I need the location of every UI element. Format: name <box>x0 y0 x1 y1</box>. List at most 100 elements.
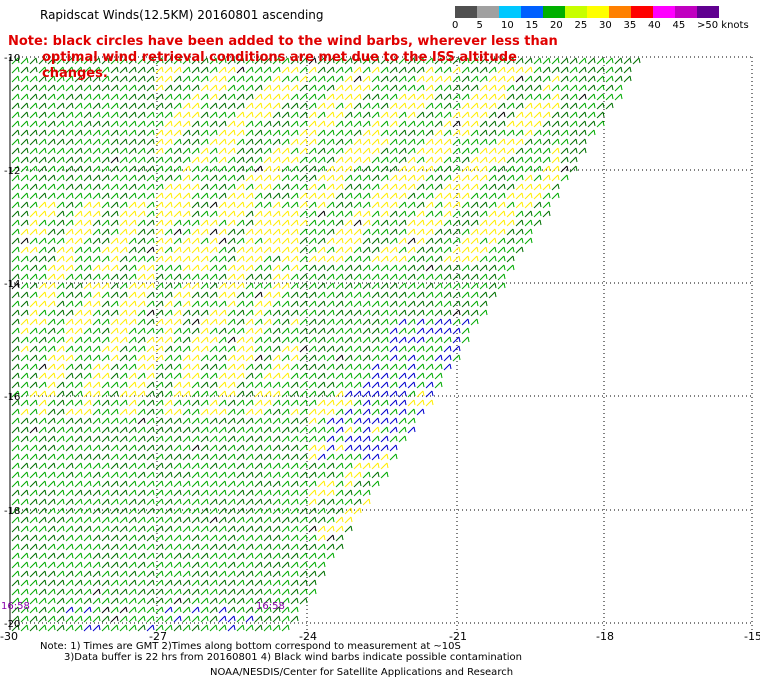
wind-barb <box>290 435 299 443</box>
wind-barb <box>425 237 434 245</box>
wind-barb <box>83 309 92 317</box>
wind-barb <box>299 147 308 155</box>
wind-barb <box>245 570 254 578</box>
wind-barb <box>200 282 209 290</box>
wind-barb <box>497 237 506 245</box>
wind-barb <box>56 228 65 236</box>
wind-barb <box>200 120 209 128</box>
wind-barb <box>308 444 317 452</box>
wind-barb <box>155 156 164 164</box>
wind-barb <box>128 84 137 92</box>
wind-barb <box>128 210 137 218</box>
wind-barb <box>56 543 65 551</box>
wind-barb <box>227 192 236 200</box>
wind-barb <box>110 228 119 236</box>
wind-barb <box>209 93 218 101</box>
wind-barb <box>497 210 506 218</box>
wind-barb <box>488 264 497 272</box>
wind-barb <box>38 624 47 632</box>
wind-barb <box>524 84 533 92</box>
wind-barb <box>389 147 398 155</box>
wind-barb <box>398 318 407 326</box>
wind-barb <box>371 111 380 119</box>
wind-barb <box>47 399 56 407</box>
wind-barb <box>218 444 227 452</box>
wind-barb <box>434 174 443 182</box>
wind-barb <box>128 552 137 560</box>
wind-barb <box>209 309 218 317</box>
wind-barb <box>155 111 164 119</box>
wind-barb <box>335 102 344 110</box>
wind-barb <box>92 345 101 353</box>
wind-barb <box>407 174 416 182</box>
wind-barb <box>236 543 245 551</box>
wind-barb <box>254 417 263 425</box>
wind-barb <box>20 408 29 416</box>
wind-barb <box>209 489 218 497</box>
wind-barb <box>524 210 533 218</box>
wind-barb <box>155 435 164 443</box>
wind-barb <box>137 507 146 515</box>
wind-barb <box>398 300 407 308</box>
wind-barb <box>344 201 353 209</box>
wind-barb <box>200 471 209 479</box>
wind-barb <box>191 255 200 263</box>
wind-barb <box>227 579 236 587</box>
wind-barb <box>110 66 119 74</box>
wind-barb <box>272 624 281 632</box>
wind-barb <box>371 192 380 200</box>
wind-barb <box>11 561 20 569</box>
wind-barb <box>101 489 110 497</box>
wind-barb <box>101 264 110 272</box>
wind-barb <box>128 408 137 416</box>
wind-barb <box>326 480 335 488</box>
wind-barb <box>119 192 128 200</box>
wind-barb <box>263 129 272 137</box>
wind-barb <box>272 552 281 560</box>
wind-barb <box>164 147 173 155</box>
wind-barb <box>74 435 83 443</box>
wind-barb <box>551 138 560 146</box>
wind-barb <box>92 138 101 146</box>
wind-barb <box>281 210 290 218</box>
wind-barb <box>146 129 155 137</box>
wind-barb <box>362 399 371 407</box>
wind-barb <box>209 543 218 551</box>
wind-barb <box>20 120 29 128</box>
wind-barb <box>569 120 578 128</box>
wind-barb <box>128 165 137 173</box>
wind-barb <box>218 129 227 137</box>
wind-barb <box>128 579 137 587</box>
wind-barb <box>119 552 128 560</box>
wind-barb <box>155 381 164 389</box>
wind-barb <box>443 273 452 281</box>
wind-barb <box>434 381 443 389</box>
wind-barb <box>371 264 380 272</box>
wind-barb <box>137 165 146 173</box>
wind-barb <box>128 561 137 569</box>
wind-barb <box>20 390 29 398</box>
wind-barb <box>227 345 236 353</box>
wind-barb <box>614 93 623 101</box>
wind-barb <box>173 93 182 101</box>
wind-barb <box>398 417 407 425</box>
wind-barb <box>20 156 29 164</box>
wind-barb <box>83 444 92 452</box>
wind-barb <box>227 516 236 524</box>
wind-barb <box>245 228 254 236</box>
wind-barb <box>326 498 335 506</box>
wind-barb <box>227 210 236 218</box>
wind-barb <box>308 552 317 560</box>
wind-barb <box>209 345 218 353</box>
wind-barb <box>56 192 65 200</box>
wind-barb <box>281 453 290 461</box>
wind-barb <box>128 444 137 452</box>
wind-barb <box>263 318 272 326</box>
wind-barb <box>371 84 380 92</box>
wind-barb <box>173 84 182 92</box>
wind-barb <box>101 561 110 569</box>
wind-barb <box>263 372 272 380</box>
wind-barb <box>317 372 326 380</box>
wind-barb <box>47 561 56 569</box>
wind-barb <box>38 426 47 434</box>
